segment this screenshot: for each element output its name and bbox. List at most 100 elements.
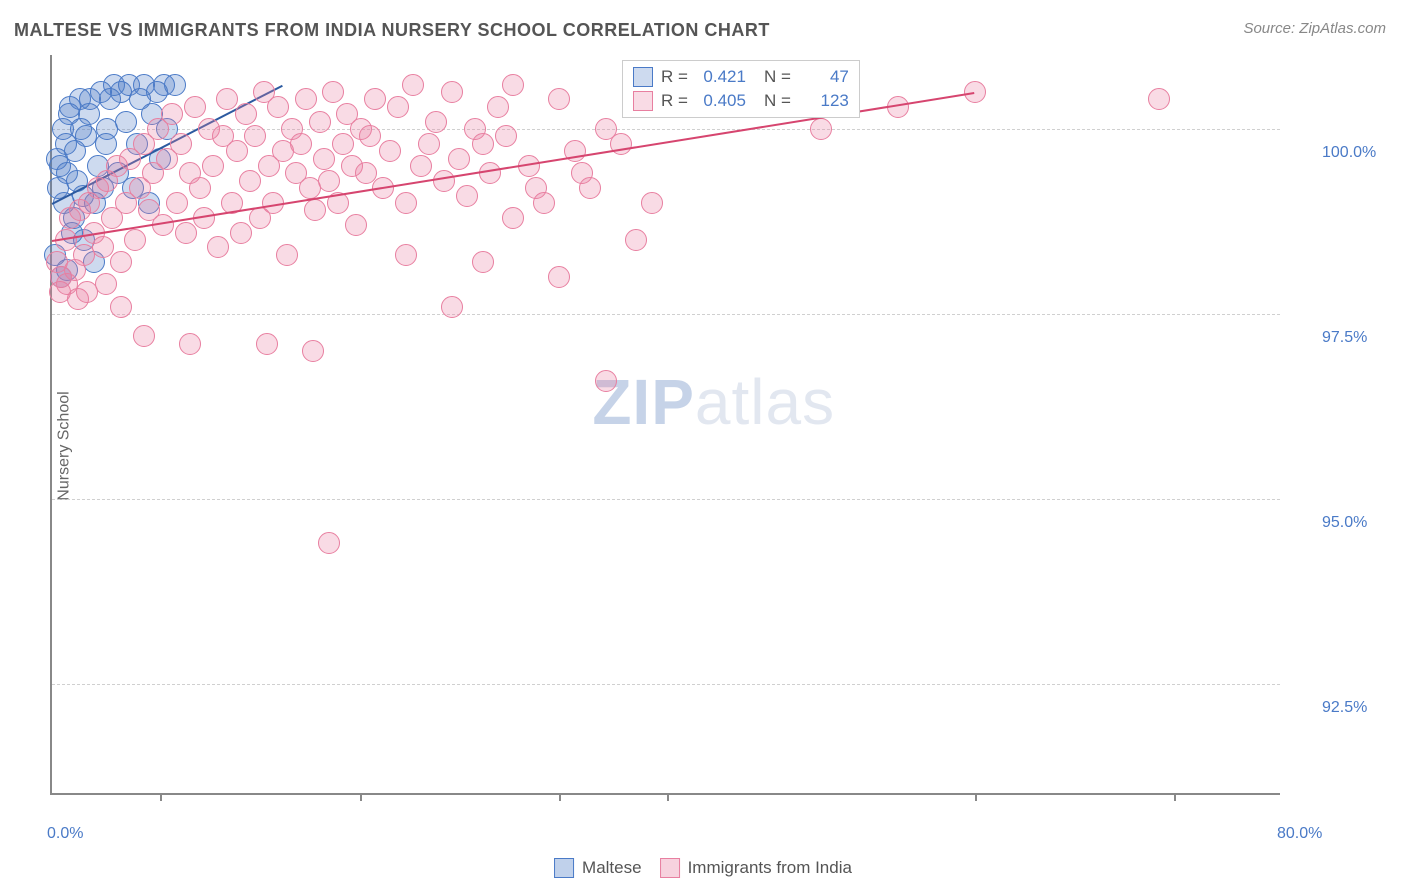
data-point (395, 244, 417, 266)
data-point (124, 229, 146, 251)
data-point (379, 140, 401, 162)
data-point (295, 88, 317, 110)
data-point (313, 148, 335, 170)
data-point (441, 296, 463, 318)
data-point (525, 177, 547, 199)
data-point (402, 74, 424, 96)
data-point (166, 192, 188, 214)
legend-label-india: Immigrants from India (688, 858, 852, 878)
legend-bottom: Maltese Immigrants from India (554, 858, 852, 878)
data-point (179, 333, 201, 355)
r-label: R = (661, 67, 688, 87)
data-point (472, 133, 494, 155)
data-point (207, 236, 229, 258)
data-point (175, 222, 197, 244)
chart-container: MALTESE VS IMMIGRANTS FROM INDIA NURSERY… (0, 0, 1406, 892)
data-point (318, 532, 340, 554)
n-label: N = (764, 67, 791, 87)
data-point (641, 192, 663, 214)
data-point (502, 207, 524, 229)
watermark-atlas: atlas (695, 366, 835, 438)
x-tick-mark (360, 793, 362, 801)
r-label: R = (661, 91, 688, 111)
gridline-h (52, 314, 1280, 315)
data-point (322, 81, 344, 103)
data-point (395, 192, 417, 214)
legend-swatch (633, 91, 653, 111)
legend-swatch-maltese (554, 858, 574, 878)
correlation-legend-row: R =0.405N =123 (633, 89, 849, 113)
data-point (302, 340, 324, 362)
x-tick-mark (160, 793, 162, 801)
r-value: 0.421 (696, 67, 746, 87)
data-point (441, 81, 463, 103)
data-point (345, 214, 367, 236)
data-point (202, 155, 224, 177)
gridline-h (52, 129, 1280, 130)
legend-swatch-india (660, 858, 680, 878)
data-point (164, 74, 186, 96)
data-point (448, 148, 470, 170)
data-point (304, 199, 326, 221)
chart-title: MALTESE VS IMMIGRANTS FROM INDIA NURSERY… (14, 20, 770, 41)
gridline-h (52, 499, 1280, 500)
x-tick-label: 0.0% (47, 825, 83, 843)
data-point (309, 111, 331, 133)
x-tick-mark (559, 793, 561, 801)
data-point (239, 170, 261, 192)
correlation-legend-row: R = 0.421 N = 47 (633, 65, 849, 89)
data-point (1148, 88, 1170, 110)
data-point (92, 236, 114, 258)
data-point (110, 251, 132, 273)
data-point (625, 229, 647, 251)
gridline-h (52, 684, 1280, 685)
data-point (387, 96, 409, 118)
data-point (244, 125, 266, 147)
data-point (364, 88, 386, 110)
data-point (425, 111, 447, 133)
data-point (256, 333, 278, 355)
data-point (115, 111, 137, 133)
data-point (418, 133, 440, 155)
y-tick-label: 92.5% (1322, 699, 1367, 717)
data-point (433, 170, 455, 192)
data-point (359, 125, 381, 147)
data-point (110, 296, 132, 318)
r-value: 0.405 (696, 91, 746, 111)
data-point (161, 103, 183, 125)
x-tick-mark (667, 793, 669, 801)
data-point (472, 251, 494, 273)
data-point (46, 148, 68, 170)
data-point (235, 103, 257, 125)
data-point (332, 133, 354, 155)
data-point (318, 170, 340, 192)
y-tick-label: 100.0% (1322, 144, 1376, 162)
plot-area: ZIPatlas 92.5%95.0%97.5%100.0%0.0%80.0%R… (50, 55, 1280, 795)
data-point (479, 162, 501, 184)
source-attribution: Source: ZipAtlas.com (1243, 20, 1386, 37)
correlation-legend: R = 0.421 N = 47R = 0.405 N = 123 (622, 60, 860, 118)
data-point (495, 125, 517, 147)
y-tick-label: 95.0% (1322, 514, 1367, 532)
data-point (230, 222, 252, 244)
data-point (189, 177, 211, 199)
data-point (410, 155, 432, 177)
data-point (548, 88, 570, 110)
data-point (456, 185, 478, 207)
data-point (548, 266, 570, 288)
n-value: 47 (799, 67, 849, 87)
legend-swatch (633, 67, 653, 87)
data-point (276, 244, 298, 266)
data-point (78, 103, 100, 125)
data-point (216, 88, 238, 110)
data-point (267, 96, 289, 118)
data-point (133, 325, 155, 347)
n-value: 123 (799, 91, 849, 111)
data-point (571, 162, 593, 184)
data-point (226, 140, 248, 162)
data-point (810, 118, 832, 140)
data-point (964, 81, 986, 103)
data-point (95, 273, 117, 295)
data-point (595, 370, 617, 392)
data-point (502, 74, 524, 96)
